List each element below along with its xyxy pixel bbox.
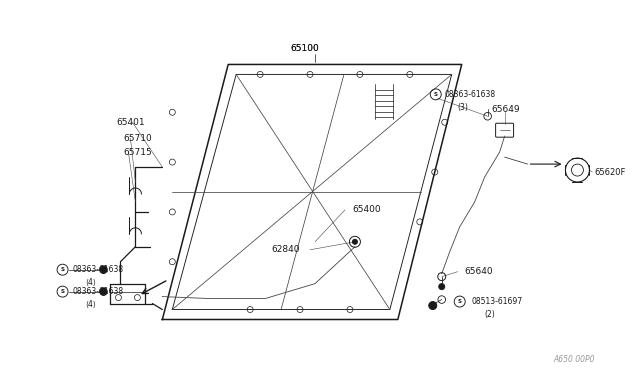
Circle shape: [439, 283, 445, 290]
Text: 65715: 65715: [124, 148, 152, 157]
Text: 62840: 62840: [271, 245, 300, 254]
Text: 08363-61638: 08363-61638: [444, 90, 495, 99]
FancyBboxPatch shape: [495, 123, 513, 137]
Text: S: S: [458, 299, 461, 304]
Circle shape: [100, 288, 108, 295]
Text: 08513-61697: 08513-61697: [471, 297, 522, 306]
Text: 65401: 65401: [116, 118, 145, 127]
Text: 65710: 65710: [124, 134, 152, 143]
Text: ⟨4⟩: ⟨4⟩: [86, 278, 97, 287]
Text: S: S: [61, 267, 65, 272]
Text: A650 00P0: A650 00P0: [554, 355, 595, 364]
Circle shape: [353, 239, 357, 244]
Text: S: S: [434, 92, 438, 97]
Text: ⟨4⟩: ⟨4⟩: [86, 300, 97, 309]
Text: 65400: 65400: [352, 205, 381, 214]
Text: 65100: 65100: [290, 44, 319, 52]
Text: S: S: [61, 289, 65, 294]
Text: 65640: 65640: [465, 267, 493, 276]
Text: 08363-61638: 08363-61638: [72, 287, 123, 296]
Text: 65649: 65649: [492, 105, 520, 114]
Circle shape: [429, 302, 436, 310]
Text: 65620F: 65620F: [595, 167, 626, 177]
Text: (3): (3): [458, 103, 468, 112]
Text: (2): (2): [484, 310, 495, 319]
Text: 65100: 65100: [290, 44, 319, 52]
Circle shape: [100, 266, 108, 273]
Text: 08363-61638: 08363-61638: [72, 265, 123, 274]
